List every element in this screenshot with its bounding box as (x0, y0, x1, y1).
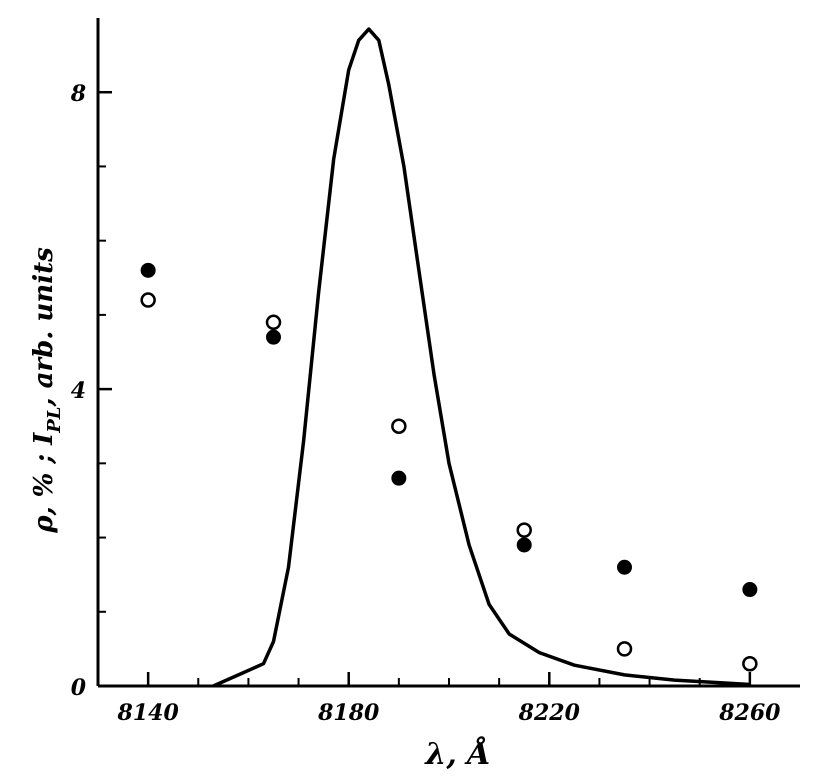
open-data-point (391, 418, 407, 434)
open-data-point (516, 522, 532, 538)
y-tick-label: 4 (71, 378, 86, 404)
open-data-point (616, 641, 633, 657)
x-tick-label: 8140 (117, 700, 180, 726)
x-ticks: 8140 8180 8220 8260 (117, 672, 781, 726)
x-axis-title: λ, Å (423, 736, 490, 772)
open-data-point (742, 655, 758, 672)
y-axis-title-rest: , arb. units (29, 247, 59, 408)
filled-data-point (140, 262, 156, 278)
y-axis-title-rho: ρ (29, 515, 59, 534)
y-axis-title-sep: , % ; (29, 445, 59, 517)
filled-data-point (391, 470, 407, 486)
x-tick-label: 8260 (718, 700, 781, 726)
open-data-point (140, 292, 156, 308)
x-tick-label: 8180 (317, 700, 380, 726)
filled-data-point (742, 582, 758, 598)
pl-intensity-curve (207, 27, 751, 686)
y-axis-title-sub: PL (44, 407, 65, 434)
x-tick-label: 8220 (518, 700, 581, 726)
y-axis-title-i: I (29, 432, 59, 446)
y-axis-title: ρ, % ; IPL, arb. units (29, 247, 65, 534)
series-layer (140, 27, 758, 686)
filled-data-point (266, 329, 281, 345)
y-tick-label: 0 (71, 675, 87, 701)
axes (96, 18, 800, 688)
y-ticks: 0 4 8 (70, 81, 112, 701)
open-data-point (265, 314, 282, 331)
filled-data-point (617, 559, 632, 575)
filled-data-point (516, 537, 532, 553)
y-tick-label: 8 (70, 81, 86, 107)
